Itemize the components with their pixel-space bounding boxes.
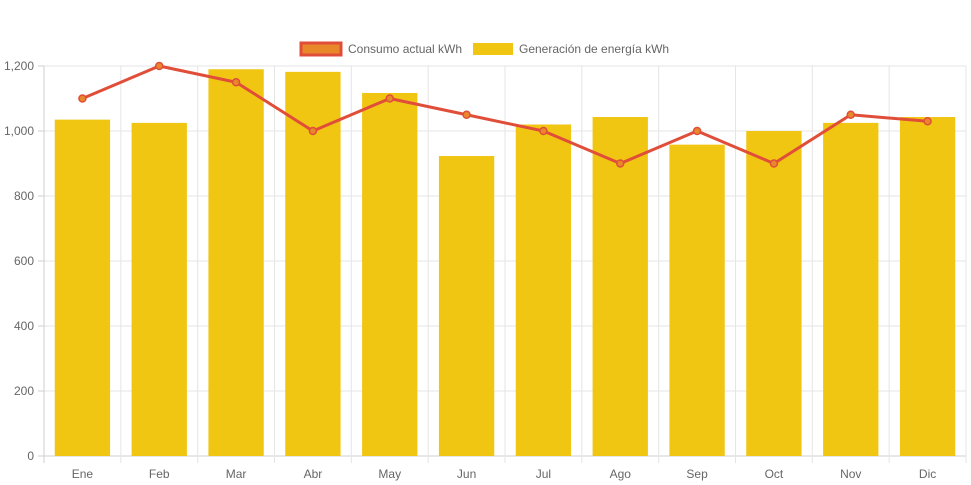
- bar: [362, 92, 418, 456]
- line-point: [78, 94, 87, 103]
- legend-label-consumo[interactable]: Consumo actual kWh: [348, 42, 462, 56]
- line-point: [846, 110, 855, 119]
- x-tick-label: Oct: [765, 467, 784, 481]
- bar: [899, 117, 956, 457]
- legend: Consumo actual kWh Generación de energía…: [299, 41, 669, 57]
- y-tick-label: 400: [14, 319, 34, 333]
- series-line: [81, 64, 928, 165]
- x-tick-label: Nov: [840, 467, 861, 481]
- y-tick-label: 800: [14, 189, 34, 203]
- line-point: [769, 159, 779, 168]
- line-point: [616, 159, 625, 168]
- y-tick-label: 600: [14, 254, 34, 268]
- line-point: [385, 94, 394, 103]
- bar: [592, 117, 648, 457]
- legend-swatch-consumo[interactable]: [299, 41, 343, 57]
- line-point: [231, 78, 241, 87]
- line-point: [539, 126, 548, 136]
- x-axis: Ene Feb Mar Abr May Jun Jul Ago Sep Oct Nov Dic: [72, 467, 937, 481]
- bar: [285, 71, 341, 456]
- bar: [131, 122, 187, 456]
- bar: [669, 144, 725, 456]
- grid-lines: [43, 65, 967, 463]
- bar: [515, 124, 572, 456]
- x-tick-label: Jul: [536, 467, 551, 481]
- x-tick-label: Mar: [226, 467, 247, 481]
- y-tick-label: 1,000: [4, 124, 34, 138]
- bar-series: [54, 69, 956, 457]
- x-tick-label: Dic: [919, 467, 936, 481]
- line-point: [692, 126, 702, 136]
- x-tick-label: Ago: [610, 467, 632, 481]
- line-point: [308, 126, 318, 136]
- x-tick-label: Feb: [149, 467, 170, 481]
- y-tick-label: 200: [14, 384, 34, 398]
- line-series: [78, 61, 932, 168]
- x-tick-label: Abr: [304, 467, 323, 481]
- bar: [54, 119, 111, 456]
- x-tick-label: Jun: [457, 467, 476, 481]
- x-tick-label: Sep: [686, 467, 708, 481]
- line-point: [462, 110, 471, 119]
- y-axis: 0 200 400 600 800 1,000 1,200: [4, 59, 44, 463]
- line-point: [155, 61, 164, 71]
- line-point: [923, 117, 932, 126]
- bar: [746, 131, 802, 456]
- y-tick-label: 1,200: [4, 59, 34, 73]
- legend-label-generacion[interactable]: Generación de energía kWh: [519, 42, 669, 56]
- legend-swatch-generacion[interactable]: [473, 43, 513, 55]
- bar: [208, 69, 264, 456]
- bar: [823, 122, 879, 456]
- x-tick-label: May: [378, 467, 401, 481]
- y-tick-label: 0: [27, 449, 34, 463]
- bar: [438, 156, 495, 456]
- x-tick-label: Ene: [72, 467, 94, 481]
